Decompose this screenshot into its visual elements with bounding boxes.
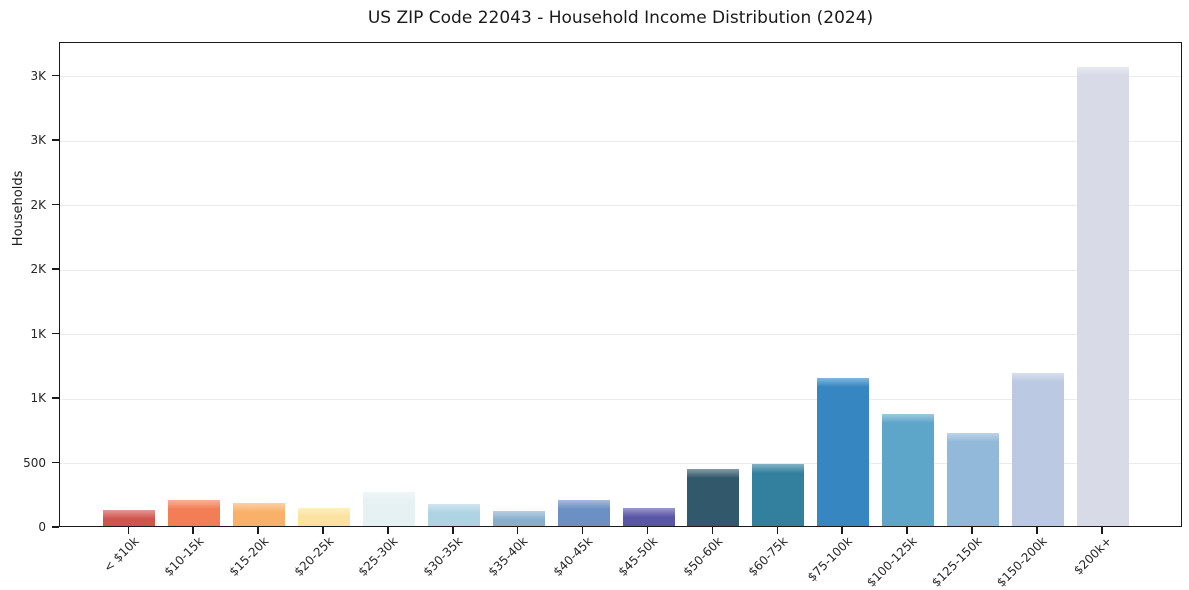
x-tick-mark xyxy=(906,527,908,534)
x-tick-label: $20-25k xyxy=(291,534,336,579)
x-tick-mark xyxy=(646,527,649,534)
x-tick-label: $10-15k xyxy=(161,534,207,579)
x-tick-mark xyxy=(711,527,714,534)
y-tick-label: 1K xyxy=(30,326,46,341)
x-tick-mark xyxy=(581,527,584,534)
x-tick-label: $40-45k xyxy=(550,534,596,579)
gridline-y-500 xyxy=(60,463,1181,464)
x-tick-mark xyxy=(387,527,389,534)
bar-30-35k xyxy=(427,504,480,526)
x-tick-mark xyxy=(192,527,194,534)
bar-15-20k xyxy=(233,502,286,526)
y-tick-label: 2K xyxy=(30,197,46,212)
y-tick-label: 1K xyxy=(30,391,46,405)
x-tick-mark xyxy=(971,527,973,534)
x-tick-mark xyxy=(841,527,843,534)
gridline-y-2000 xyxy=(60,269,1181,271)
gridline-y-3500 xyxy=(60,76,1181,78)
y-tick-label: 3K xyxy=(30,133,46,148)
x-tick-label: $75-100k xyxy=(804,534,856,585)
y-tick-mark xyxy=(52,268,59,270)
x-tick-label: $50-60k xyxy=(680,534,726,579)
x-tick-label: $60-75k xyxy=(745,534,791,579)
x-tick-label: $125-150k xyxy=(929,534,985,590)
x-tick-mark xyxy=(452,527,454,534)
bar-60-75k xyxy=(752,463,805,526)
x-tick-label: $30-35k xyxy=(420,534,466,579)
y-tick-mark xyxy=(52,139,59,141)
bar-10-15k xyxy=(168,500,221,526)
x-tick-mark xyxy=(516,527,519,534)
y-tick-mark xyxy=(52,74,59,77)
bar-35-40k xyxy=(492,510,545,526)
y-tick-mark xyxy=(52,526,59,528)
y-tick-mark xyxy=(52,461,59,464)
gridline-y-1500 xyxy=(60,334,1181,336)
bar-50-60k xyxy=(687,469,740,526)
gridline-y-2500 xyxy=(60,205,1181,207)
x-tick-label: $100-125k xyxy=(864,534,921,590)
bar-150-200k xyxy=(1011,372,1064,526)
x-tick-label: $150-200k xyxy=(994,534,1050,590)
x-tick-label: $15-20k xyxy=(226,534,272,579)
x-tick-label: $25-30k xyxy=(355,534,401,579)
x-tick-label: $45-50k xyxy=(615,534,661,579)
x-tick-label: $35-40k xyxy=(485,534,531,579)
gridline-y-1000 xyxy=(60,398,1181,400)
bar-200k xyxy=(1076,66,1129,526)
plot-area xyxy=(59,42,1182,527)
x-tick-mark xyxy=(1036,527,1038,534)
x-tick-mark xyxy=(322,527,324,534)
bar-45-50k xyxy=(622,507,675,526)
bar-75-100k xyxy=(817,378,870,526)
y-tick-label: 2K xyxy=(30,262,46,277)
gridline-y-3000 xyxy=(60,140,1181,142)
bar-100-125k xyxy=(882,414,935,526)
chart-title: US ZIP Code 22043 - Household Income Dis… xyxy=(367,8,874,28)
y-tick-label: 0 xyxy=(38,520,46,534)
y-tick-label: 500 xyxy=(23,455,46,470)
x-tick-label: < $10k xyxy=(100,534,142,575)
y-tick-mark xyxy=(52,397,59,399)
y-tick-mark xyxy=(52,332,59,335)
x-tick-mark xyxy=(127,527,130,534)
bar-25-30k xyxy=(362,491,415,526)
x-tick-mark xyxy=(776,527,779,534)
y-tick-mark xyxy=(52,203,59,206)
bar-20-25k xyxy=(298,507,350,526)
x-tick-label: $200k+ xyxy=(1071,534,1115,578)
y-tick-label: 3K xyxy=(30,68,46,83)
y-axis-title: Households xyxy=(11,170,26,247)
x-tick-mark xyxy=(1101,527,1103,534)
bar-10k xyxy=(103,510,156,526)
bar-125-150k xyxy=(947,433,999,526)
bar-40-45k xyxy=(557,500,610,526)
x-tick-mark xyxy=(257,527,259,534)
